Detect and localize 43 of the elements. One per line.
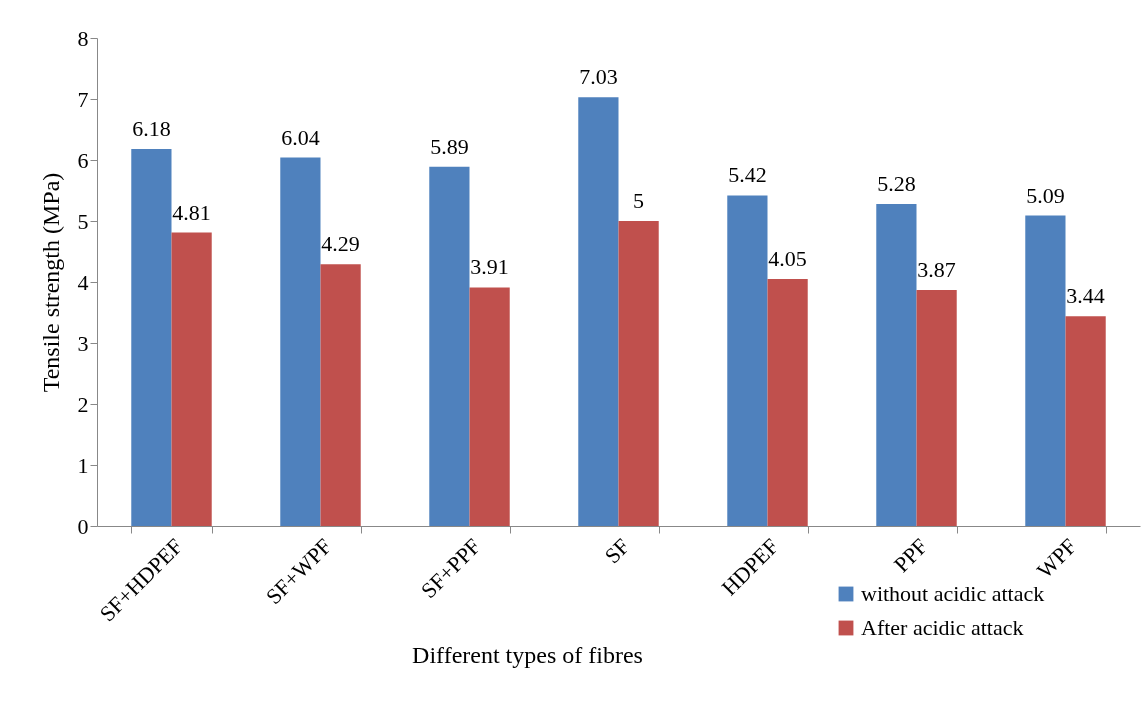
- bar: [320, 264, 361, 526]
- legend-label: After acidic attack: [861, 615, 1024, 640]
- y-tick-label: 2: [77, 391, 89, 417]
- bar: [916, 289, 957, 526]
- bar: [578, 97, 619, 526]
- data-label: 5.28: [877, 170, 916, 196]
- y-tick-label: 5: [77, 208, 89, 234]
- bar: [280, 157, 321, 526]
- bar: [767, 278, 808, 526]
- legend-label: without acidic attack: [861, 581, 1045, 606]
- data-label: 3.87: [917, 256, 956, 282]
- data-label: 5.42: [728, 162, 767, 188]
- y-tick-label: 6: [77, 147, 89, 173]
- bar: [876, 203, 917, 526]
- x-axis-title: Different types of fibres: [412, 641, 643, 668]
- data-label: 5.89: [430, 133, 469, 159]
- bar: [429, 166, 470, 526]
- bar: [131, 149, 172, 526]
- data-label: 4.05: [768, 245, 807, 271]
- y-tick-label: 0: [77, 513, 89, 539]
- y-tick-label: 1: [77, 452, 89, 478]
- data-label: 6.04: [281, 124, 320, 150]
- data-label: 3.44: [1066, 283, 1105, 309]
- data-label: 6.18: [132, 116, 171, 142]
- y-axis-title: Tensile strength (MPa): [37, 172, 64, 393]
- bar: [469, 287, 510, 526]
- data-label: 3.91: [470, 254, 509, 280]
- x-tick-label: PPF: [888, 533, 933, 578]
- data-label: 5.09: [1026, 182, 1065, 208]
- bar: [1065, 316, 1106, 526]
- y-tick-label: 8: [77, 25, 89, 51]
- bar: [1025, 215, 1066, 526]
- y-tick-label: 3: [77, 330, 89, 356]
- bar: [618, 221, 659, 526]
- data-label: 4.29: [321, 231, 360, 257]
- data-label: 7.03: [579, 64, 618, 90]
- y-tick-label: 7: [77, 86, 89, 112]
- data-label: 4.81: [172, 199, 211, 225]
- bar: [727, 195, 768, 526]
- bar: [171, 232, 212, 526]
- data-label: 5: [633, 188, 645, 213]
- y-tick-label: 4: [77, 269, 89, 295]
- x-tick-label: SF: [599, 533, 635, 569]
